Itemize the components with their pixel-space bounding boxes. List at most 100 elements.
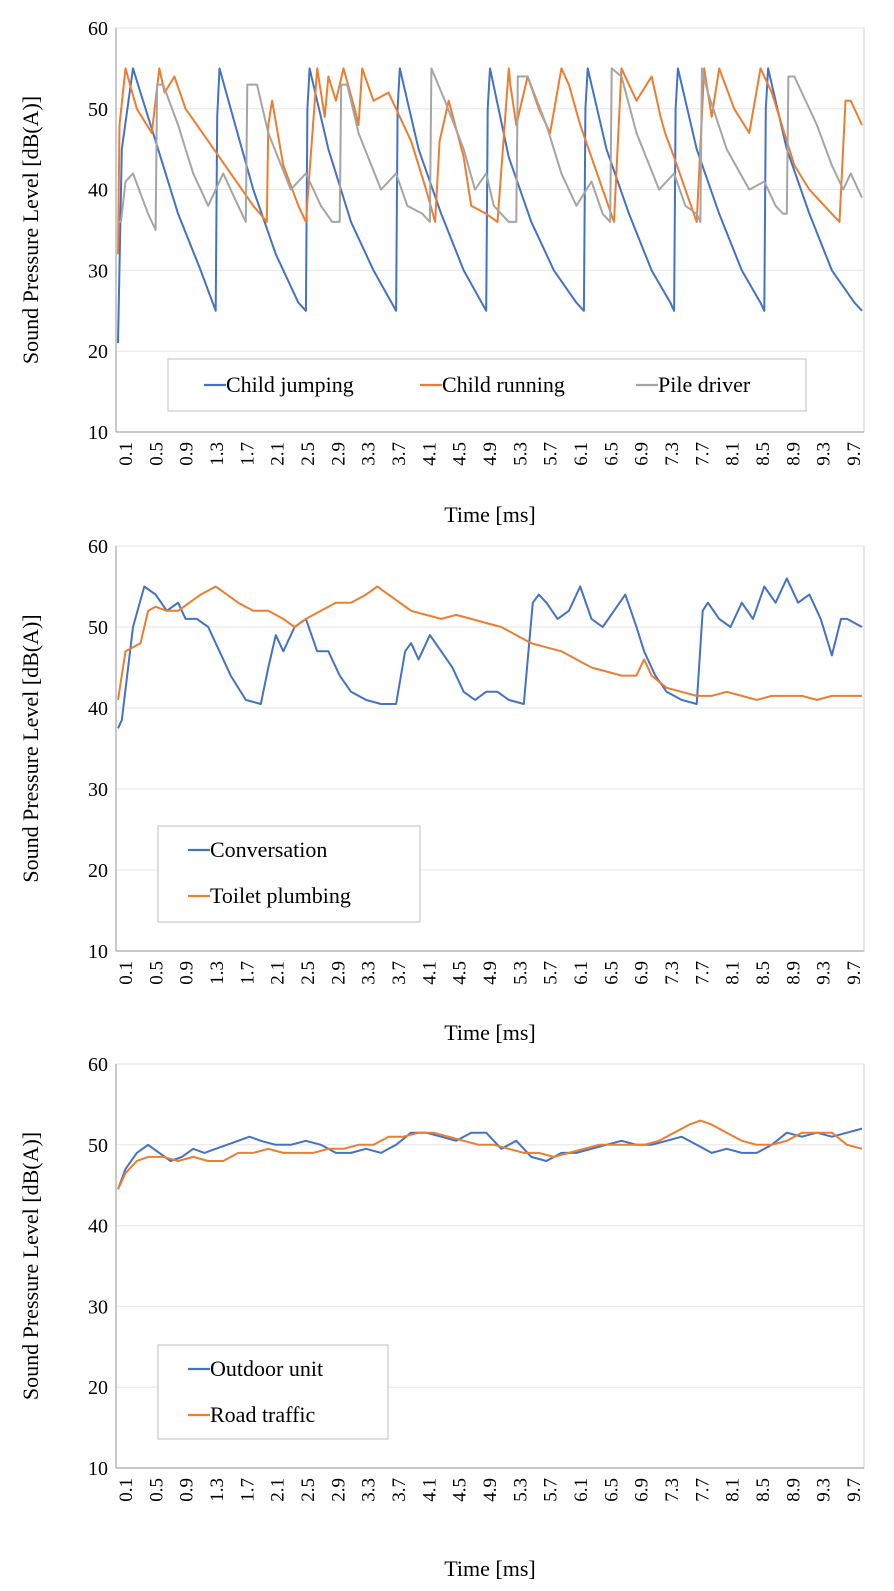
legend-label: Outdoor unit xyxy=(210,1356,323,1381)
y-axis-title: Sound Pressure Level [dB(A)] xyxy=(18,1132,43,1400)
x-tick-label: 9.7 xyxy=(844,961,865,985)
x-tick-label: 0.9 xyxy=(177,961,198,985)
y-tick-label: 40 xyxy=(88,180,108,202)
x-tick-label: 7.7 xyxy=(692,1478,713,1502)
y-tick-label: 50 xyxy=(88,99,108,121)
series-line-toilet-plumbing xyxy=(117,585,862,701)
x-tick-label: 0.5 xyxy=(146,961,167,985)
x-tick-label: 0.5 xyxy=(146,1478,167,1502)
x-tick-label: 8.1 xyxy=(723,1478,744,1502)
x-tick-label: 5.7 xyxy=(541,961,562,985)
x-tick-label: 6.9 xyxy=(632,1478,653,1502)
y-tick-label: 30 xyxy=(88,260,108,282)
y-tick-label: 20 xyxy=(88,1377,108,1399)
y-tick-label: 50 xyxy=(88,617,108,639)
x-tick-label: 5.3 xyxy=(510,1478,531,1502)
x-tick-label: 3.7 xyxy=(389,961,410,985)
x-tick-label: 8.5 xyxy=(753,442,774,466)
chart-panel-child-sounds: 10 20 30 40 50 60 0.1 0.5 0.9 1.3 1.7 2.1 2.5 2.9 3.3 3… xyxy=(18,18,865,527)
legend: Outdoor unit Road traffic xyxy=(157,1344,389,1440)
x-tick-label: 9.7 xyxy=(844,1478,865,1502)
chart-panel-outdoor-traffic: 10 20 30 40 50 60 0.1 0.5 0.9 1.3 1.7 2.1 2.5 2.9 3.3 3… xyxy=(18,1054,865,1581)
x-tick-label: 5.3 xyxy=(510,442,531,466)
legend-box xyxy=(157,1344,389,1440)
y-tick-label: 30 xyxy=(88,779,108,801)
x-tick-label: 7.3 xyxy=(662,442,683,466)
x-tick-label: 2.9 xyxy=(328,442,349,466)
x-tick-label: 2.9 xyxy=(328,1478,349,1502)
x-tick-label: 4.9 xyxy=(480,1478,501,1502)
x-tick-label: 4.1 xyxy=(419,442,440,466)
x-tick-label: 4.9 xyxy=(480,442,501,466)
x-tick-label: 3.7 xyxy=(389,1478,410,1502)
x-tick-label: 2.9 xyxy=(328,961,349,985)
y-tick-label: 60 xyxy=(88,536,108,558)
x-tick-label: 0.1 xyxy=(116,1478,137,1502)
x-tick-label: 4.1 xyxy=(419,961,440,985)
x-tick-label: 6.9 xyxy=(632,961,653,985)
y-tick-label: 10 xyxy=(88,1458,108,1480)
x-tick-label: 9.3 xyxy=(814,442,835,466)
y-tick-label: 60 xyxy=(88,1054,108,1076)
x-tick-label: 2.5 xyxy=(298,442,319,466)
series-line-outdoor-unit xyxy=(117,1127,863,1190)
x-tick-label: 6.5 xyxy=(601,442,622,466)
x-tick-label: 8.5 xyxy=(753,1478,774,1502)
x-tick-label: 6.5 xyxy=(601,1478,622,1502)
y-tick-label: 10 xyxy=(88,941,108,963)
x-tick-label: 3.3 xyxy=(359,442,380,466)
x-tick-label: 1.3 xyxy=(207,1478,228,1502)
x-tick-label: 6.1 xyxy=(571,1478,592,1502)
x-tick-label: 6.1 xyxy=(571,442,592,466)
x-tick-label: 3.3 xyxy=(359,961,380,985)
y-tick-label: 10 xyxy=(88,422,108,444)
legend-label: Road traffic xyxy=(210,1402,316,1427)
y-axis-title: Sound Pressure Level [dB(A)] xyxy=(18,614,43,882)
y-tick-label: 40 xyxy=(88,1216,108,1238)
x-tick-label: 0.9 xyxy=(177,442,198,466)
series-line-child-running xyxy=(117,67,863,255)
chart-panel-conversation-plumbing: 10 20 30 40 50 60 0.1 0.5 0.9 1.3 1.7 2.1 2.5 2.9 3.3 3… xyxy=(18,536,865,1045)
x-tick-label: 8.9 xyxy=(783,1478,804,1502)
x-tick-label: 4.5 xyxy=(450,961,471,985)
series-line-child-jumping xyxy=(117,67,863,344)
x-tick-label: 0.1 xyxy=(116,961,137,985)
x-tick-label: 1.7 xyxy=(237,442,258,466)
x-tick-label: 1.7 xyxy=(237,961,258,985)
x-tick-label: 0.1 xyxy=(116,442,137,466)
x-tick-label: 3.3 xyxy=(359,1478,380,1502)
legend-box xyxy=(167,358,807,412)
y-tick-label: 30 xyxy=(88,1296,108,1318)
x-tick-label: 9.3 xyxy=(814,961,835,985)
x-tick-label: 7.3 xyxy=(662,1478,683,1502)
legend: Conversation Toilet plumbing xyxy=(157,825,421,923)
x-tick-label: 2.1 xyxy=(268,1478,289,1502)
x-tick-label: 4.5 xyxy=(450,442,471,466)
x-tick-label: 4.5 xyxy=(450,1478,471,1502)
legend-label: Toilet plumbing xyxy=(210,883,351,908)
x-tick-label: 0.9 xyxy=(177,1478,198,1502)
x-tick-label: 5.7 xyxy=(541,1478,562,1502)
x-tick-label: 6.9 xyxy=(632,442,653,466)
y-axis-title: Sound Pressure Level [dB(A)] xyxy=(18,96,43,364)
x-tick-label: 7.3 xyxy=(662,961,683,985)
x-tick-label: 8.1 xyxy=(723,961,744,985)
series-line-road-traffic xyxy=(117,1119,863,1190)
x-tick-label: 0.5 xyxy=(146,442,167,466)
y-tick-label: 20 xyxy=(88,860,108,882)
x-tick-label: 4.9 xyxy=(480,961,501,985)
legend-label: Conversation xyxy=(210,837,327,862)
x-axis-title: Time [ms] xyxy=(444,1020,535,1045)
x-tick-label: 2.1 xyxy=(268,961,289,985)
x-tick-label: 2.5 xyxy=(298,961,319,985)
y-tick-label: 20 xyxy=(88,341,108,363)
x-tick-label: 3.7 xyxy=(389,442,410,466)
legend-box xyxy=(157,825,421,923)
legend-label: Child jumping xyxy=(226,372,354,397)
y-tick-label: 60 xyxy=(88,18,108,40)
x-tick-label: 8.9 xyxy=(783,442,804,466)
x-axis-title: Time [ms] xyxy=(444,1556,535,1581)
x-tick-label: 5.7 xyxy=(541,442,562,466)
legend: Child jumping Child running Pile driver xyxy=(167,358,807,412)
series-line-pile-driver xyxy=(118,67,863,231)
